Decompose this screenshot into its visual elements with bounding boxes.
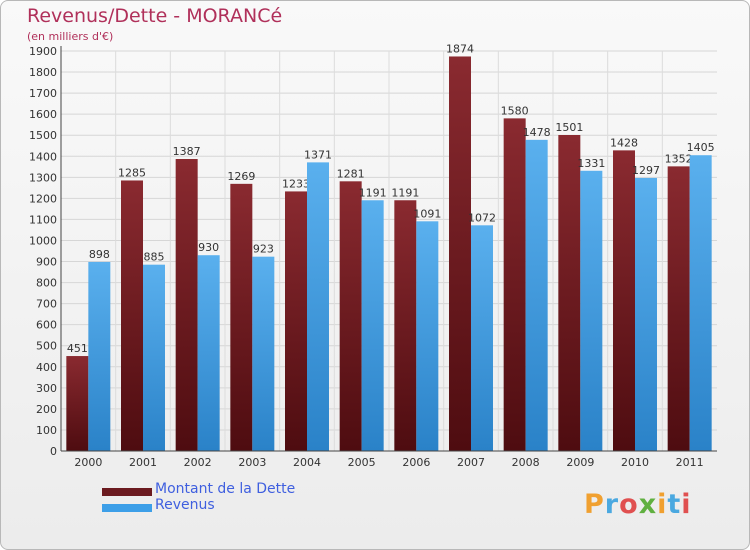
x-tick-label: 2007: [457, 456, 485, 469]
y-tick-label: 100: [36, 424, 57, 437]
bar-revenus: [580, 170, 603, 451]
logo-letter: P: [584, 489, 605, 520]
legend-swatch-dette: [102, 488, 152, 496]
bar-dette: [285, 191, 307, 451]
chart-title: Revenus/Dette - MORANCé: [27, 5, 283, 27]
bar-chart: 0 100 200 300 400 500 600 700 800 900 1000 1100 1200…: [29, 42, 717, 469]
data-label: 451: [67, 342, 88, 355]
bar-revenus: [252, 256, 275, 451]
x-tick-label: 2010: [621, 456, 649, 469]
data-label: 1331: [577, 157, 605, 170]
y-tick-label: 300: [36, 382, 57, 395]
x-tick-label: 2008: [512, 456, 540, 469]
data-label: 1191: [359, 186, 387, 199]
data-label: 898: [89, 248, 110, 261]
data-label: 1371: [304, 148, 332, 161]
x-tick-label: 2003: [238, 456, 266, 469]
data-label: 1501: [555, 121, 583, 134]
y-tick-label: 0: [50, 445, 57, 458]
bar-dette: [613, 150, 635, 452]
y-tick-label: 900: [36, 256, 57, 269]
y-tick-label: 1100: [29, 213, 57, 226]
y-tick-label: 1000: [29, 234, 57, 247]
data-label: 1874: [446, 42, 474, 55]
y-tick-label: 700: [36, 298, 57, 311]
y-tick-label: 1500: [29, 129, 57, 142]
bar-revenus: [416, 221, 439, 451]
data-label: 1191: [391, 186, 419, 199]
data-label: 1428: [610, 136, 638, 149]
bar-revenus: [307, 162, 329, 452]
data-label: 1580: [501, 104, 529, 117]
y-tick-label: 1600: [29, 108, 57, 121]
y-tick-label: 600: [36, 319, 57, 332]
legend-label-dette: Montant de la Dette: [155, 481, 296, 497]
bar-dette: [558, 135, 581, 451]
bar-revenus: [143, 264, 165, 451]
data-label: 1281: [337, 167, 365, 180]
bar-revenus: [525, 139, 548, 451]
proxiti-logo: Proxiti: [584, 489, 692, 520]
bar-revenus: [689, 155, 712, 452]
legend-label-revenus: Revenus: [155, 497, 215, 513]
x-tick-label: 2005: [348, 456, 376, 469]
logo-letter: t: [667, 489, 682, 520]
data-label: 1352: [665, 152, 693, 165]
bar-dette: [449, 56, 471, 451]
y-tick-label: 500: [36, 340, 57, 353]
data-label: 1478: [523, 126, 551, 139]
y-tick-label: 1300: [29, 171, 57, 184]
x-tick-label: 2001: [129, 456, 157, 469]
logo-letter: i: [681, 489, 692, 520]
bar-dette: [175, 159, 198, 451]
bar-dette: [667, 166, 690, 452]
x-tick-label: 2004: [293, 456, 321, 469]
y-tick-label: 400: [36, 361, 57, 374]
data-label: 1233: [282, 177, 310, 190]
data-label: 923: [253, 243, 274, 256]
legend-swatch-revenus: [102, 504, 152, 512]
data-label: 885: [144, 251, 165, 264]
data-label: 930: [198, 241, 219, 254]
logo-letter: r: [604, 489, 620, 520]
y-tick-label: 1700: [29, 87, 57, 100]
x-tick-label: 2011: [676, 456, 704, 469]
data-label: 1297: [632, 164, 660, 177]
bar-revenus: [361, 200, 384, 451]
data-label: 1269: [227, 170, 255, 183]
data-label: 1091: [413, 207, 441, 220]
chart-subtitle: (en milliers d'€): [27, 30, 114, 43]
bar-dette: [394, 200, 417, 451]
bar-dette: [66, 356, 89, 451]
bar-dette: [121, 180, 143, 451]
y-tick-label: 1200: [29, 192, 57, 205]
y-tick-label: 200: [36, 403, 57, 416]
x-tick-label: 2009: [566, 456, 594, 469]
bar-revenus: [88, 261, 111, 451]
y-tick-label: 1800: [29, 66, 57, 79]
logo-letter: o: [619, 489, 639, 520]
bar-dette: [339, 181, 362, 451]
logo-letter: i: [657, 489, 668, 520]
data-label: 1387: [173, 145, 201, 158]
x-tick-label: 2006: [402, 456, 430, 469]
bar-revenus: [635, 177, 657, 451]
data-label: 1405: [687, 141, 715, 154]
bar-revenus: [197, 255, 220, 451]
y-tick-label: 1400: [29, 150, 57, 163]
data-label: 1285: [118, 166, 146, 179]
bar-dette: [230, 183, 253, 451]
y-tick-label: 1900: [29, 45, 57, 58]
bar-revenus: [471, 225, 493, 451]
y-tick-label: 800: [36, 277, 57, 290]
data-label: 1072: [468, 211, 496, 224]
x-tick-label: 2000: [74, 456, 102, 469]
bar-dette: [503, 118, 526, 452]
x-tick-label: 2002: [184, 456, 212, 469]
logo-letter: x: [638, 489, 658, 520]
